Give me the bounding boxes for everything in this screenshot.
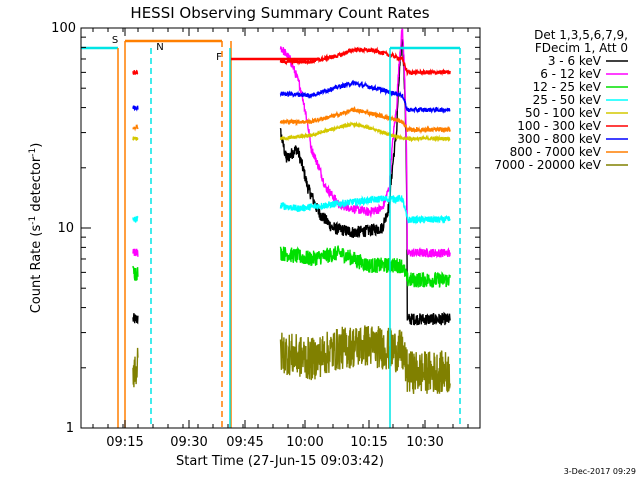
series-trace — [132, 313, 139, 325]
legend-header-fdecim: FDecim 1, Att 0 — [535, 41, 628, 55]
series-trace — [279, 325, 451, 394]
series-3-6kev — [132, 38, 451, 326]
y-axis-label-sup2: -1 — [28, 148, 38, 157]
legend-header-detectors: Det 1,3,5,6,7,9, — [534, 28, 628, 42]
series-7000-20000kev — [132, 325, 451, 394]
flag-label-f: F — [216, 52, 222, 63]
x-tick-label-0945: 09:45 — [226, 435, 263, 450]
x-tick-label-0915: 09:15 — [106, 435, 143, 450]
flag-label-s: S — [112, 35, 118, 46]
chart-title: HESSI Observing Summary Count Rates — [130, 4, 429, 22]
y-axis-label-mid: detector — [29, 156, 44, 216]
series-trace — [132, 215, 139, 223]
legend-label-1: 6 - 12 keV — [540, 67, 602, 81]
series-trace — [132, 347, 139, 388]
series-trace — [279, 79, 451, 114]
flag-label-n: N — [156, 42, 163, 53]
series-trace — [132, 69, 139, 76]
y-axis-label-main: Count Rate (s — [29, 225, 44, 314]
x-axis-label: Start Time (27-Jun-15 09:03:42) — [176, 454, 384, 469]
x-tick-label-1000: 10:00 — [286, 435, 323, 450]
y-tick-labels: 1 10 100 — [51, 21, 76, 436]
flags-layer: S N F — [81, 35, 461, 428]
ticks-layer — [81, 27, 480, 429]
series-trace — [279, 105, 451, 135]
series-trace — [132, 248, 139, 257]
series-12-25kev — [132, 245, 451, 288]
legend-label-3: 25 - 50 keV — [533, 93, 602, 107]
series-25-50kev — [132, 194, 451, 225]
timestamp: 3-Dec-2017 09:29 — [564, 467, 636, 476]
data-layer — [132, 27, 451, 394]
series-300-800kev — [132, 79, 451, 114]
series-trace — [132, 124, 139, 132]
x-tick-label-1030: 10:30 — [406, 435, 443, 450]
series-trace — [279, 27, 451, 259]
y-tick-label-1: 1 — [66, 421, 74, 436]
y-axis-label: Count Rate (s-1 detector-1) — [28, 143, 44, 314]
x-tick-label-0930: 09:30 — [170, 435, 207, 450]
series-100-300kev — [132, 46, 451, 77]
series-trace — [279, 38, 451, 326]
series-trace — [279, 46, 451, 77]
legend-label-5: 100 - 300 keV — [517, 119, 601, 133]
series-trace — [132, 265, 139, 282]
series-trace — [132, 136, 139, 142]
legend-label-8: 7000 - 20000 keV — [494, 158, 601, 172]
legend: Det 1,3,5,6,7,9, FDecim 1, Att 0 3 - 6 k… — [494, 28, 628, 172]
series-6-12kev — [132, 27, 451, 259]
y-tick-label-10: 10 — [57, 221, 74, 236]
series-50-100kev — [132, 121, 451, 143]
y-axis-label-sup1: -1 — [28, 216, 38, 225]
series-trace — [279, 194, 451, 225]
x-tick-label-1015: 10:15 — [350, 435, 387, 450]
y-axis-label-end: ) — [29, 143, 44, 148]
legend-label-6: 300 - 800 keV — [517, 132, 601, 146]
series-800-7000kev — [132, 105, 451, 135]
y-tick-label-100: 100 — [51, 21, 76, 36]
legend-label-0: 3 - 6 keV — [548, 54, 602, 68]
series-trace — [279, 121, 451, 143]
x-tick-labels: 09:15 09:30 09:45 10:00 10:15 10:30 — [106, 435, 443, 450]
legend-label-2: 12 - 25 keV — [533, 80, 602, 94]
legend-label-4: 50 - 100 keV — [525, 106, 602, 120]
legend-label-7: 800 - 7000 keV — [510, 145, 602, 159]
series-trace — [132, 105, 139, 112]
series-trace — [279, 245, 451, 288]
